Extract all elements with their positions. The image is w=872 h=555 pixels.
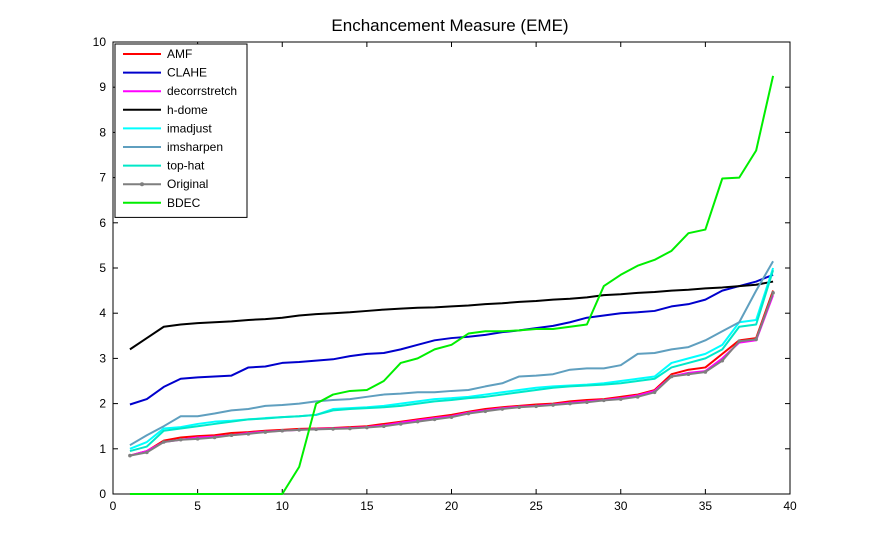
legend-label-original: Original xyxy=(167,177,208,191)
data-point-original xyxy=(602,398,606,403)
data-point-original xyxy=(669,374,674,379)
data-point-original xyxy=(483,409,488,414)
legend-label-imsharpen: imsharpen xyxy=(167,140,223,154)
data-point-original xyxy=(551,403,555,407)
x-tick-label: 35 xyxy=(699,499,713,513)
data-point-original xyxy=(500,407,505,411)
data-point-original xyxy=(720,358,725,363)
data-point-original xyxy=(415,419,420,424)
legend-label-bdec: BDEC xyxy=(167,196,201,210)
data-point-original xyxy=(568,401,572,406)
data-point-original xyxy=(348,426,352,431)
data-point-original xyxy=(195,437,200,441)
data-point-original xyxy=(365,425,369,430)
y-tick-label: 7 xyxy=(99,171,106,185)
legend: AMF CLAHE decorrstretch h-dome imadjust imsha… xyxy=(114,43,248,218)
x-tick-label: 15 xyxy=(360,499,374,513)
y-tick-label: 5 xyxy=(99,261,106,275)
series-line-h-dome xyxy=(129,280,774,351)
data-point-original xyxy=(178,437,183,442)
data-point-original xyxy=(382,424,386,429)
data-point-original xyxy=(314,427,318,432)
series-line-bdec xyxy=(129,75,775,495)
series-line-imsharpen xyxy=(129,260,774,447)
data-point-original xyxy=(449,415,454,419)
series-line-top-hat xyxy=(129,269,775,453)
legend-label-imadjust: imadjust xyxy=(167,121,212,135)
y-tick-label: 1 xyxy=(99,442,106,456)
data-point-original xyxy=(280,428,285,433)
y-tick-label: 2 xyxy=(99,397,106,411)
y-tick-label: 3 xyxy=(99,351,106,365)
y-tick-label: 9 xyxy=(99,80,106,94)
data-point-original xyxy=(331,427,335,431)
legend-marker-original xyxy=(140,182,144,187)
data-point-original xyxy=(128,453,132,458)
series-line-clahe xyxy=(129,273,774,406)
y-tick-label: 0 xyxy=(99,487,106,501)
y-tick-label: 4 xyxy=(99,306,106,320)
y-tick-label: 10 xyxy=(93,35,107,49)
data-point-original xyxy=(398,422,403,426)
x-tick-label: 10 xyxy=(276,499,290,513)
x-tick-label: 0 xyxy=(110,499,117,513)
data-point-original xyxy=(703,370,708,374)
legend-label-h-dome: h-dome xyxy=(167,103,208,117)
data-point-original xyxy=(771,291,775,295)
data-point-original xyxy=(686,372,691,377)
data-point-original xyxy=(737,339,742,344)
data-point-original xyxy=(466,411,471,416)
chart-title: Enchancement Measure (EME) xyxy=(331,16,568,35)
data-point-original xyxy=(635,395,640,399)
data-point-original xyxy=(432,417,437,422)
legend-label-clahe: CLAHE xyxy=(167,66,207,80)
data-point-original xyxy=(297,428,301,432)
legend-label-amf: AMF xyxy=(167,47,192,61)
x-tick-label: 5 xyxy=(194,499,201,513)
data-point-original xyxy=(754,337,758,342)
y-tick-label: 6 xyxy=(99,216,106,230)
data-point-original xyxy=(534,404,538,409)
y-axis: 0 1 2 3 4 5 6 7 8 9 10 xyxy=(93,35,790,501)
y-tick-label: 8 xyxy=(99,125,106,139)
data-point-original xyxy=(618,397,623,401)
series-layer xyxy=(128,75,775,495)
data-point-original xyxy=(263,430,268,434)
legend-label-decorrstretch: decorrstretch xyxy=(167,84,237,98)
x-tick-label: 40 xyxy=(783,499,797,513)
data-point-original xyxy=(161,440,166,444)
legend-label-top-hat: top-hat xyxy=(167,159,205,173)
x-tick-label: 30 xyxy=(614,499,628,513)
x-tick-label: 25 xyxy=(529,499,543,513)
series-line-amf xyxy=(129,290,775,457)
data-point-original xyxy=(517,405,521,410)
data-point-original xyxy=(212,435,217,440)
x-tick-label: 20 xyxy=(445,499,459,513)
x-axis: 0 5 10 15 20 25 30 35 40 xyxy=(110,42,797,513)
data-point-original xyxy=(246,432,251,436)
data-point-original xyxy=(145,450,149,455)
data-point-original xyxy=(229,433,234,438)
data-point-original xyxy=(652,390,657,395)
data-point-original xyxy=(585,400,589,405)
